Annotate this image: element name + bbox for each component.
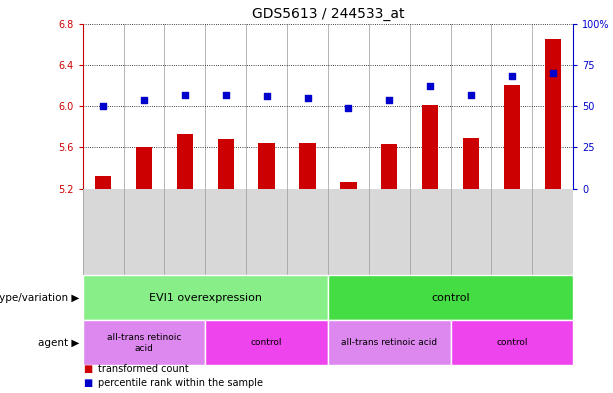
- Point: [303, 95, 313, 101]
- Text: EVI1 overexpression: EVI1 overexpression: [149, 293, 262, 303]
- Point: [507, 73, 517, 79]
- Bar: [422, 105, 438, 189]
- Bar: [218, 139, 234, 189]
- Bar: [504, 86, 520, 189]
- Text: transformed count: transformed count: [98, 364, 189, 375]
- Point: [425, 83, 435, 90]
- Point: [180, 92, 190, 98]
- Text: ■: ■: [83, 378, 92, 388]
- Bar: [95, 176, 112, 189]
- Point: [466, 92, 476, 98]
- Point: [548, 70, 558, 76]
- Bar: [299, 143, 316, 189]
- Bar: [328, 320, 451, 365]
- Point: [98, 103, 108, 109]
- Text: control: control: [431, 293, 470, 303]
- Bar: [381, 144, 397, 189]
- Text: control: control: [496, 338, 528, 347]
- Bar: [259, 143, 275, 189]
- Text: all-trans retinoic acid: all-trans retinoic acid: [341, 338, 437, 347]
- Text: ■: ■: [83, 364, 92, 375]
- Bar: [177, 134, 193, 189]
- Bar: [328, 275, 573, 320]
- Point: [139, 96, 149, 103]
- Text: control: control: [251, 338, 283, 347]
- Text: percentile rank within the sample: percentile rank within the sample: [98, 378, 263, 388]
- Text: all-trans retinoic
acid: all-trans retinoic acid: [107, 333, 181, 353]
- Point: [343, 105, 353, 111]
- Bar: [463, 138, 479, 189]
- Bar: [83, 320, 205, 365]
- Bar: [205, 320, 328, 365]
- Title: GDS5613 / 244533_at: GDS5613 / 244533_at: [252, 7, 404, 21]
- Point: [262, 93, 272, 99]
- Bar: [136, 147, 152, 189]
- Bar: [544, 39, 561, 189]
- Bar: [451, 320, 573, 365]
- Bar: [83, 275, 328, 320]
- Bar: [340, 182, 357, 189]
- Point: [384, 96, 394, 103]
- Point: [221, 92, 230, 98]
- Text: agent ▶: agent ▶: [39, 338, 80, 348]
- Text: genotype/variation ▶: genotype/variation ▶: [0, 293, 80, 303]
